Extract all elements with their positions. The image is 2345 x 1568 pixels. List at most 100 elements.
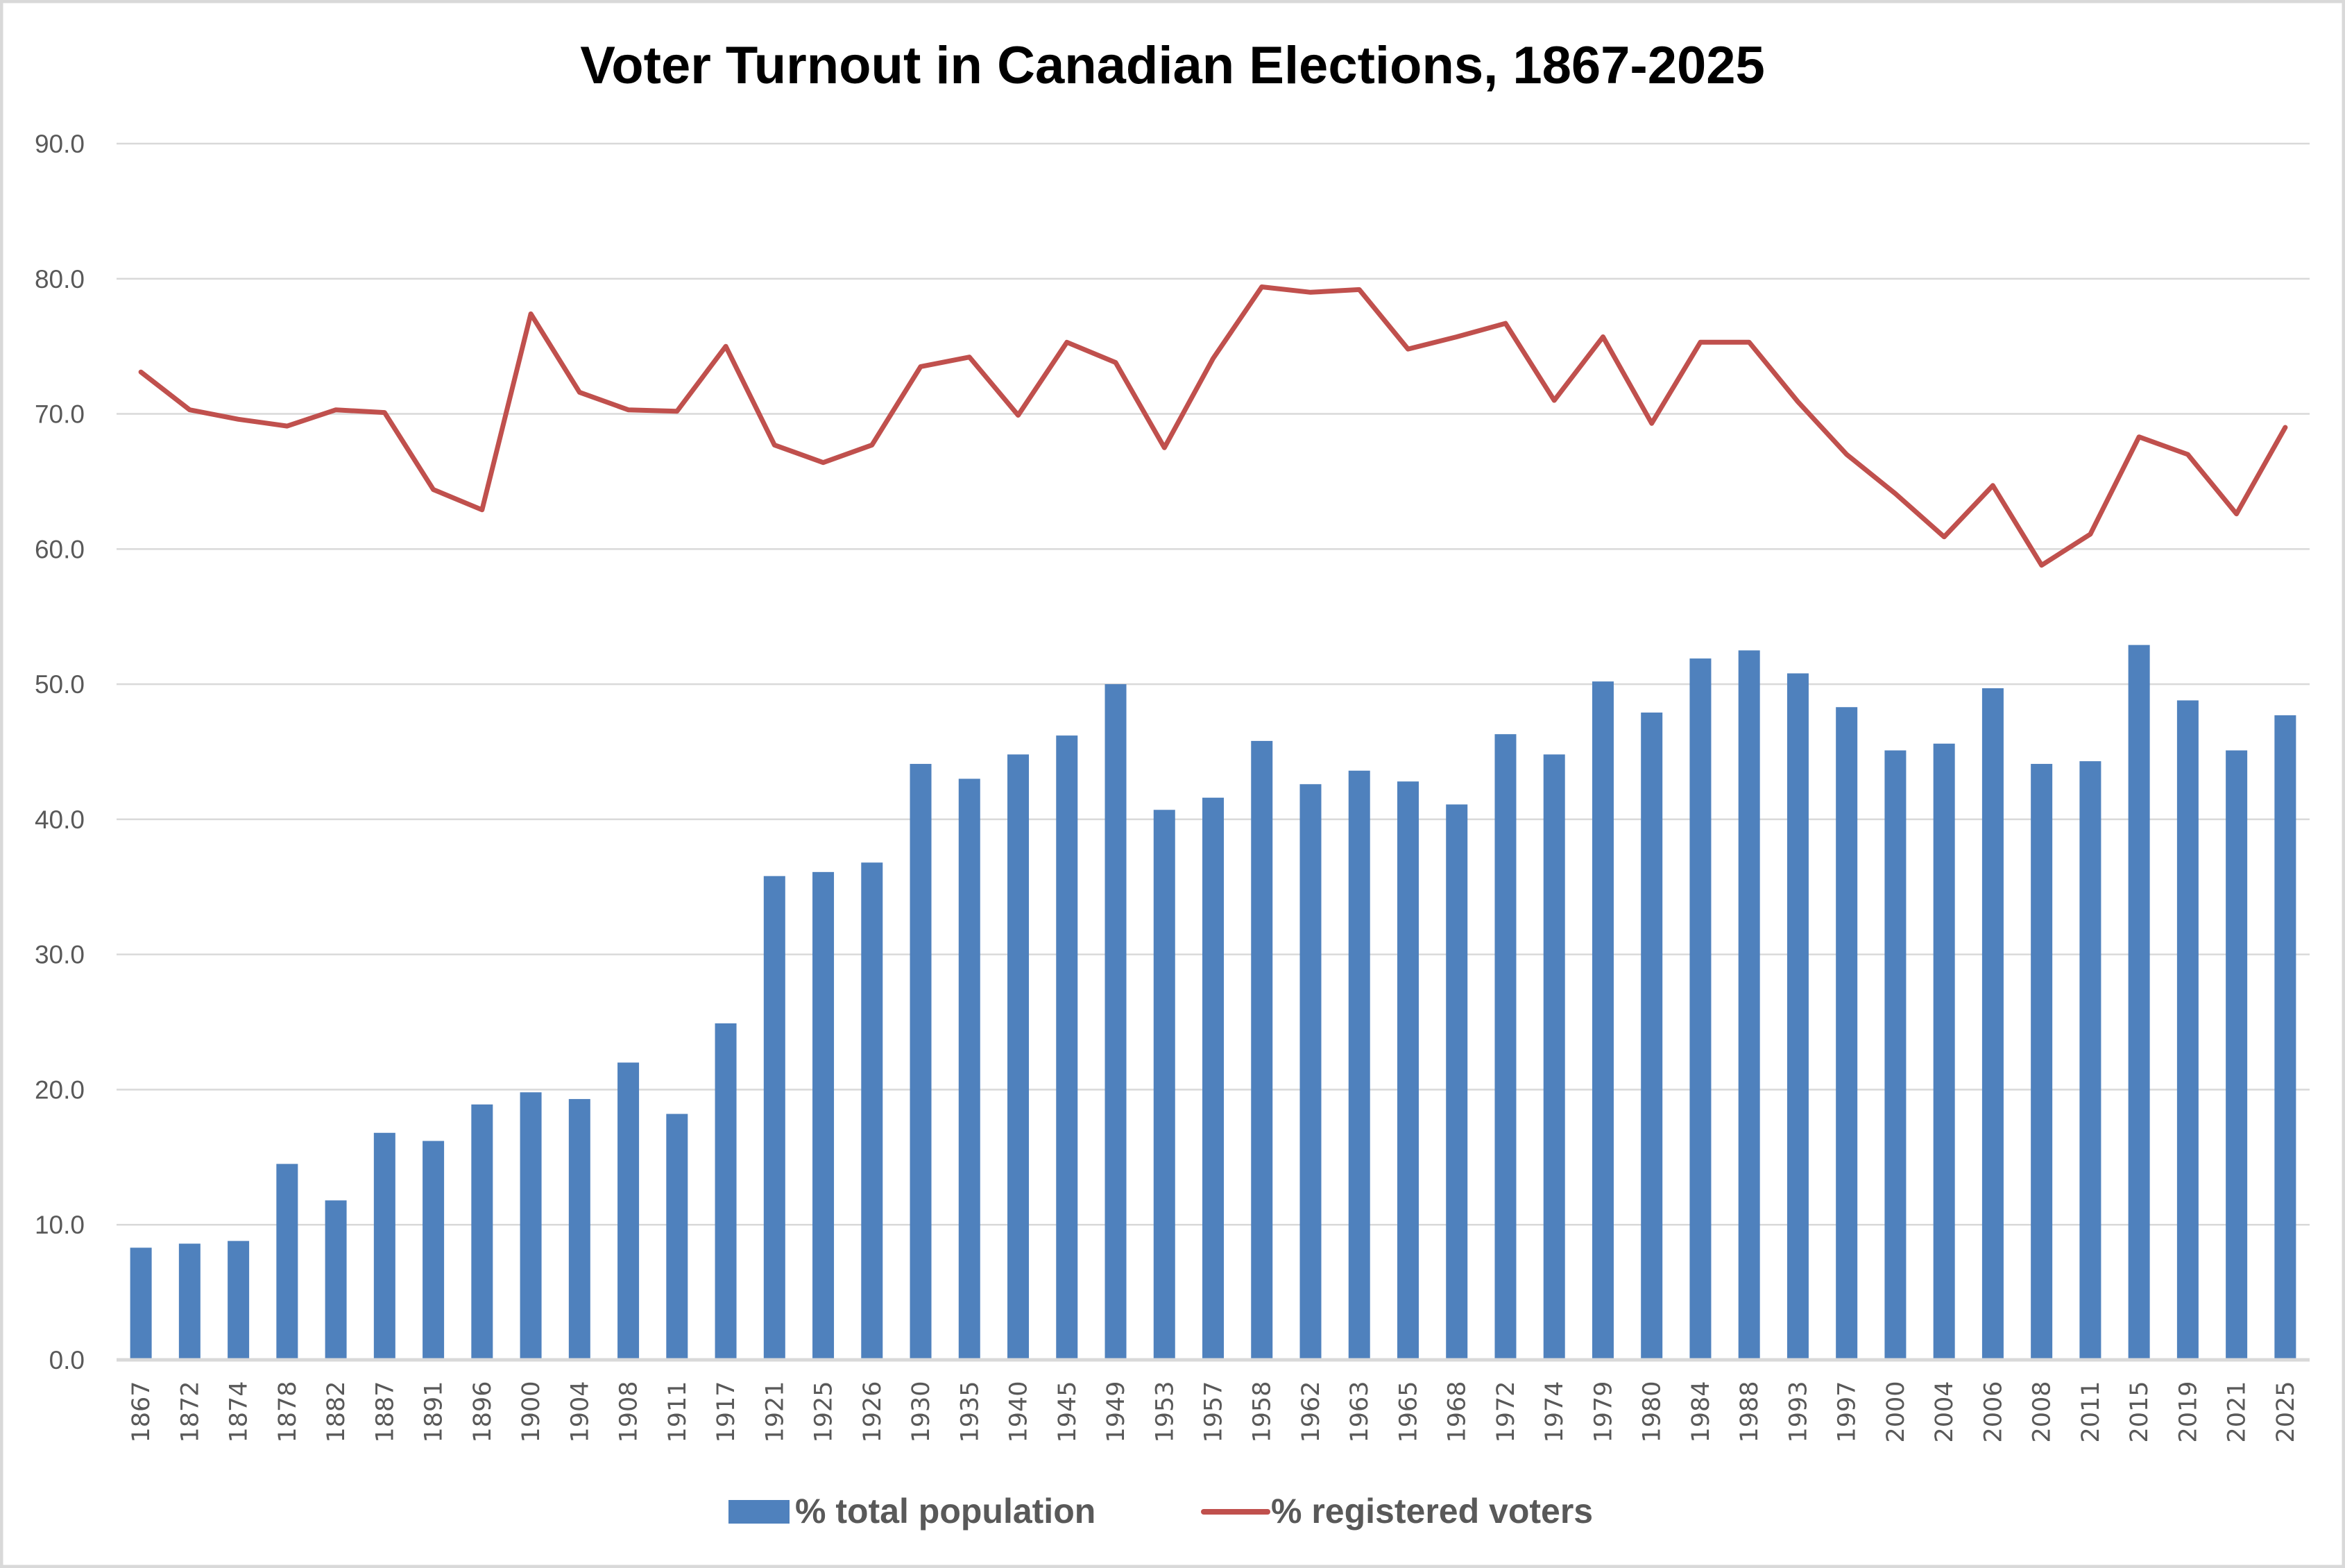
legend-label: % total population bbox=[795, 1492, 1095, 1531]
x-tick-label: 1891 bbox=[420, 1381, 448, 1442]
bar bbox=[2274, 715, 2296, 1360]
x-tick-label: 1900 bbox=[518, 1381, 545, 1442]
x-tick-label: 1945 bbox=[1054, 1381, 1082, 1442]
bar bbox=[228, 1241, 250, 1360]
x-tick-label: 1988 bbox=[1736, 1381, 1764, 1442]
y-tick-label: 70.0 bbox=[35, 400, 85, 429]
x-tick-label: 1867 bbox=[128, 1381, 155, 1442]
bar bbox=[130, 1247, 152, 1360]
bar bbox=[1397, 781, 1419, 1360]
x-tick-label: 1962 bbox=[1297, 1381, 1325, 1442]
y-tick-label: 50.0 bbox=[35, 670, 85, 699]
bar bbox=[1787, 673, 1809, 1360]
bar bbox=[325, 1200, 347, 1360]
x-tick-label: 1980 bbox=[1639, 1381, 1666, 1442]
bar bbox=[1007, 754, 1030, 1360]
x-tick-label: 2011 bbox=[2077, 1381, 2105, 1442]
legend-item-registered-voters: % registered voters bbox=[1201, 1492, 1593, 1531]
y-tick-label: 80.0 bbox=[35, 265, 85, 293]
line-series bbox=[138, 284, 2288, 568]
y-tick-label: 60.0 bbox=[35, 535, 85, 563]
x-tick-label: 1872 bbox=[176, 1381, 204, 1442]
bar bbox=[373, 1132, 395, 1360]
x-tick-label: 2025 bbox=[2272, 1381, 2300, 1442]
bar bbox=[1592, 681, 1614, 1360]
bar bbox=[2128, 645, 2150, 1361]
chart-title: Voter Turnout in Canadian Elections, 186… bbox=[580, 36, 1765, 95]
bar bbox=[471, 1104, 493, 1360]
bar bbox=[276, 1164, 298, 1360]
x-tick-label: 2000 bbox=[1882, 1381, 1910, 1442]
legend-swatch-bar bbox=[728, 1500, 790, 1524]
x-tick-label: 2006 bbox=[1979, 1381, 2007, 1442]
x-tick-label: 2015 bbox=[2126, 1381, 2154, 1442]
legend-item-total-population: % total population bbox=[728, 1492, 1095, 1531]
bar-series bbox=[130, 645, 2296, 1361]
x-tick-label: 1882 bbox=[323, 1381, 350, 1442]
bar bbox=[2031, 764, 2053, 1360]
bar bbox=[1202, 797, 1224, 1360]
bar bbox=[861, 862, 883, 1360]
bar bbox=[1884, 750, 1907, 1360]
y-tick-label: 20.0 bbox=[35, 1075, 85, 1104]
y-axis-ticks: 0.0 10.0 20.0 30.0 40.0 50.0 60.0 70.0 80.0 90.0 bbox=[35, 130, 85, 1374]
x-tick-label: 2008 bbox=[2029, 1381, 2056, 1442]
x-tick-label: 1878 bbox=[274, 1381, 302, 1442]
bar bbox=[812, 871, 835, 1360]
bar bbox=[423, 1141, 445, 1360]
x-tick-label: 1896 bbox=[469, 1381, 497, 1442]
bar bbox=[666, 1114, 688, 1360]
x-axis-ticks: 1867 1872 1874 1878 1882 1887 1891 1896 1900 1904… bbox=[128, 1381, 2300, 1442]
x-tick-label: 1917 bbox=[713, 1381, 740, 1442]
x-tick-label: 1968 bbox=[1444, 1381, 1472, 1442]
x-tick-label: 1993 bbox=[1784, 1381, 1812, 1442]
x-tick-label: 1972 bbox=[1492, 1381, 1520, 1442]
x-tick-label: 1921 bbox=[761, 1381, 789, 1442]
bar bbox=[1348, 770, 1370, 1360]
bar bbox=[1153, 810, 1175, 1360]
y-tick-label: 30.0 bbox=[35, 941, 85, 969]
x-tick-label: 1908 bbox=[615, 1381, 643, 1442]
x-tick-label: 1979 bbox=[1589, 1381, 1617, 1442]
x-tick-label: 1984 bbox=[1687, 1381, 1715, 1442]
x-tick-label: 1957 bbox=[1200, 1381, 1228, 1442]
bar bbox=[2176, 700, 2199, 1360]
x-tick-label: 1887 bbox=[371, 1381, 399, 1442]
bar bbox=[2226, 750, 2248, 1360]
x-tick-label: 1911 bbox=[664, 1381, 692, 1442]
x-tick-label: 1874 bbox=[225, 1381, 253, 1442]
x-tick-label: 2004 bbox=[1931, 1381, 1959, 1442]
bar bbox=[617, 1062, 640, 1360]
bar bbox=[2079, 761, 2101, 1360]
bar bbox=[958, 778, 980, 1360]
x-tick-label: 1940 bbox=[1005, 1381, 1033, 1442]
x-tick-label: 2021 bbox=[2224, 1381, 2251, 1442]
x-tick-label: 1930 bbox=[907, 1381, 935, 1442]
x-tick-label: 1997 bbox=[1834, 1381, 1861, 1442]
x-tick-label: 1963 bbox=[1346, 1381, 1374, 1442]
bar bbox=[1494, 734, 1517, 1360]
x-tick-label: 1949 bbox=[1102, 1381, 1130, 1442]
x-tick-label: 1974 bbox=[1541, 1381, 1569, 1442]
bar bbox=[1543, 754, 1565, 1360]
y-tick-label: 10.0 bbox=[35, 1211, 85, 1239]
bar bbox=[178, 1243, 201, 1360]
bar bbox=[1251, 740, 1273, 1360]
x-tick-label: 1953 bbox=[1151, 1381, 1179, 1442]
bar bbox=[520, 1092, 542, 1360]
bar bbox=[1981, 688, 2004, 1360]
bar bbox=[1299, 784, 1322, 1360]
bar bbox=[1689, 658, 1712, 1360]
y-tick-label: 90.0 bbox=[35, 130, 85, 158]
bar bbox=[1933, 743, 1955, 1360]
y-tick-label: 40.0 bbox=[35, 806, 85, 834]
bar bbox=[1836, 707, 1858, 1360]
x-tick-label: 1904 bbox=[566, 1381, 594, 1442]
bar bbox=[763, 876, 785, 1360]
x-tick-label: 1935 bbox=[956, 1381, 984, 1442]
x-tick-label: 1965 bbox=[1395, 1381, 1422, 1442]
legend-label: % registered voters bbox=[1271, 1492, 1593, 1531]
x-tick-label: 1926 bbox=[859, 1381, 887, 1442]
bar bbox=[910, 764, 932, 1360]
